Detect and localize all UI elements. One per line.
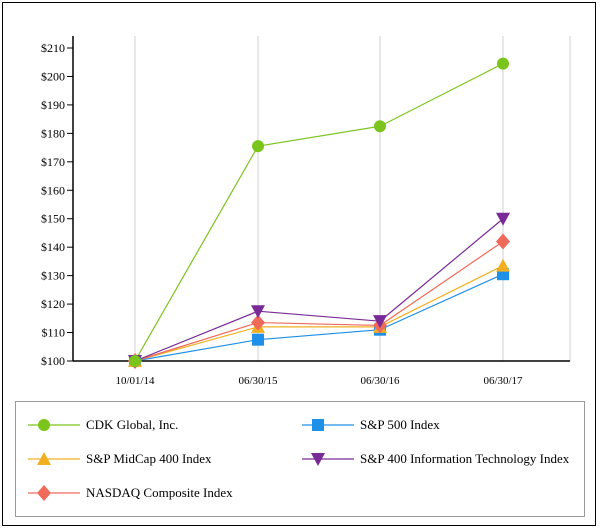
series-line-nasdaq-composite-index bbox=[134, 240, 504, 362]
legend-label-sp-midcap-400: S&P MidCap 400 Index bbox=[86, 451, 212, 466]
y-tick-label: $130 bbox=[41, 269, 65, 283]
legend: CDK Global, Inc. S&P 500 Index S&P MidCa… bbox=[15, 401, 585, 517]
series-lines bbox=[134, 63, 504, 362]
legend-swatch-sp500 bbox=[302, 419, 354, 431]
point-cdk-global-inc-1 bbox=[252, 140, 264, 153]
x-tick-label: 06/30/16 bbox=[360, 375, 400, 387]
point-s-p-midcap-400-index-3 bbox=[496, 258, 510, 272]
x-tick-label: 06/30/15 bbox=[238, 375, 278, 387]
y-tick-label: $100 bbox=[41, 354, 65, 368]
legend-item-sp500: S&P 500 Index bbox=[302, 415, 440, 435]
y-tick-label: $150 bbox=[41, 212, 65, 226]
point-s-p-400-information-technology-index-3 bbox=[496, 212, 510, 226]
legend-swatch-sp400-it bbox=[302, 453, 354, 466]
series-line-cdk-global-inc bbox=[134, 63, 504, 362]
y-tick-label: $110 bbox=[41, 326, 65, 340]
legend-item-cdk-global: CDK Global, Inc. bbox=[28, 415, 178, 435]
y-tick-label: $180 bbox=[41, 126, 65, 140]
y-tick-label: $170 bbox=[41, 155, 65, 169]
legend-swatch-cdk-global bbox=[28, 419, 80, 431]
point-cdk-global-inc-0 bbox=[129, 355, 141, 367]
y-tick-label: $210 bbox=[41, 41, 65, 55]
legend-marker-cdk-global-inc bbox=[38, 419, 50, 431]
point-nasdaq-composite-index-3 bbox=[496, 233, 510, 250]
point-s-p-500-index-1 bbox=[252, 333, 264, 346]
legend-label-nasdaq: NASDAQ Composite Index bbox=[86, 485, 233, 500]
legend-marker-nasdaq-composite-index bbox=[37, 485, 51, 501]
point-s-p-400-information-technology-index-1 bbox=[251, 305, 265, 319]
legend-marker-s-p-midcap-400-index bbox=[37, 452, 51, 465]
y-tick-label: $140 bbox=[41, 240, 65, 254]
series-markers bbox=[128, 57, 510, 369]
legend-item-sp400-it: S&P 400 Information Technology Index bbox=[302, 449, 569, 469]
axes: $100 $110 $120 $130 $140 $150 $160 $170 $180 $190… bbox=[41, 36, 570, 387]
legend-label-cdk-global: CDK Global, Inc. bbox=[86, 417, 179, 432]
line-chart: $100 $110 $120 $130 $140 $150 $160 $170 $180 $190… bbox=[41, 36, 571, 387]
series-line-s-p-400-information-technology-index bbox=[134, 218, 504, 362]
x-tick-label: 06/30/17 bbox=[483, 375, 523, 387]
legend-marker-s-p-500-index bbox=[312, 419, 324, 431]
y-tick-label: $200 bbox=[41, 69, 65, 83]
legend-marker-s-p-400-information-technology-index bbox=[311, 453, 325, 466]
point-nasdaq-composite-index-1 bbox=[251, 314, 265, 331]
point-s-p-400-information-technology-index-2 bbox=[373, 315, 387, 329]
y-tick-label: $120 bbox=[41, 297, 65, 311]
legend-item-sp-midcap-400: S&P MidCap 400 Index bbox=[28, 449, 212, 469]
vertical-gridlines bbox=[134, 36, 571, 361]
legend-swatch-nasdaq bbox=[28, 485, 80, 501]
legend-swatch-sp-midcap-400 bbox=[28, 452, 80, 465]
legend-item-nasdaq: NASDAQ Composite Index bbox=[28, 483, 233, 503]
series-line-s-p-500-index bbox=[134, 273, 504, 362]
point-cdk-global-inc-2 bbox=[374, 120, 386, 133]
y-tick-label: $160 bbox=[41, 183, 65, 197]
legend-label-sp400-it: S&P 400 Information Technology Index bbox=[360, 451, 570, 466]
series-line-s-p-midcap-400-index bbox=[134, 265, 504, 362]
legend-label-sp500: S&P 500 Index bbox=[360, 417, 440, 432]
point-cdk-global-inc-3 bbox=[497, 57, 509, 70]
y-tick-label: $190 bbox=[41, 98, 65, 112]
x-tick-label: 10/01/14 bbox=[115, 375, 155, 387]
